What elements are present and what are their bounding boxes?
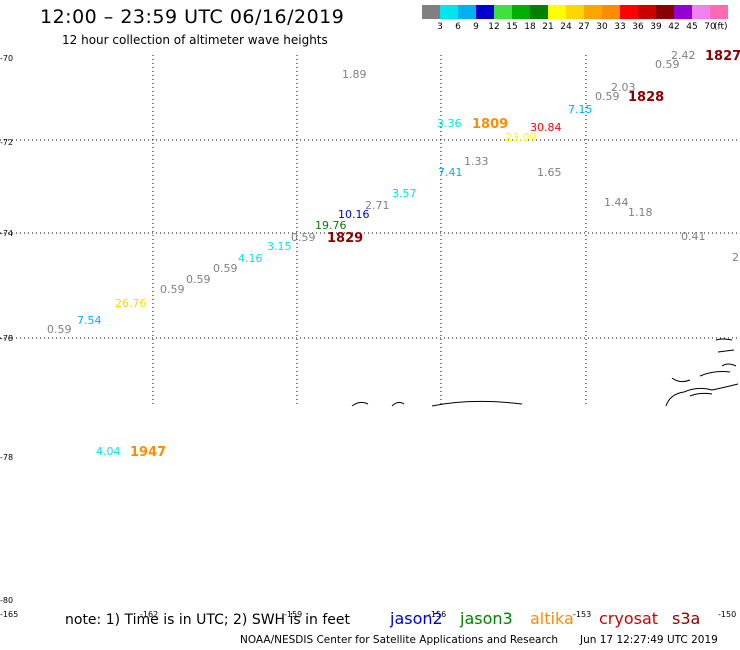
wave-height-label: 1.33 xyxy=(464,155,489,168)
wave-height-label: 19.76 xyxy=(315,219,347,232)
time-label: 1828 xyxy=(628,90,664,105)
satellite-s3a: s3a xyxy=(672,609,701,628)
legend-swatch xyxy=(440,5,458,19)
wave-height-label: 2 xyxy=(732,251,739,264)
credit-line: NOAA/NESDIS Center for Satellite Applica… xyxy=(240,634,558,646)
legend-label: 36 xyxy=(632,22,644,32)
time-label: 1829 xyxy=(327,231,363,246)
wave-height-label: 0.59 xyxy=(186,273,211,286)
wave-height-label: 4.04 xyxy=(96,445,121,458)
legend-swatch xyxy=(530,5,548,19)
lon-label: -159 xyxy=(284,610,302,619)
lat-label: -74 xyxy=(0,229,13,238)
time-label: 1947 xyxy=(130,445,166,460)
wave-height-label: 0.41 xyxy=(681,230,706,243)
legend-swatch xyxy=(584,5,602,19)
legend-label: 9 xyxy=(473,22,479,32)
legend-label: 18 xyxy=(524,22,536,32)
lon-label: -153 xyxy=(573,610,591,619)
time-label: 1809 xyxy=(472,117,508,132)
wave-height-label: 2.42 xyxy=(671,49,696,62)
wave-height-label: 4.16 xyxy=(238,252,263,265)
legend-swatch xyxy=(566,5,584,19)
lon-label: -165 xyxy=(0,610,18,619)
lat-label: -78 xyxy=(0,453,13,462)
lat-label: -78 xyxy=(0,334,13,343)
legend-label: 45 xyxy=(686,22,698,32)
lon-label: -162 xyxy=(140,610,158,619)
graticule xyxy=(0,55,740,405)
legend-label: 24 xyxy=(560,22,572,32)
wave-height-label: 3.57 xyxy=(392,187,417,200)
wave-height-label: 1.18 xyxy=(628,206,653,219)
legend-swatch xyxy=(476,5,494,19)
legend-swatch xyxy=(692,5,710,19)
legend-swatch xyxy=(638,5,656,19)
lat-label: -70 xyxy=(0,54,13,63)
footer-note: note: 1) Time is in UTC; 2) SWH is in fe… xyxy=(65,612,351,628)
satellite-jason2: jason2 xyxy=(390,609,443,628)
generated-timestamp: Jun 17 12:27:49 UTC 2019 xyxy=(580,634,718,646)
legend-swatch xyxy=(458,5,476,19)
wave-height-label: 26.76 xyxy=(115,297,147,310)
legend-swatch xyxy=(620,5,638,19)
wave-height-label: 1.65 xyxy=(537,166,562,179)
legend-label: 21 xyxy=(542,22,554,32)
legend-label: 6 xyxy=(455,22,461,32)
wave-height-label: 2.03 xyxy=(611,81,636,94)
wave-height-label: 0.59 xyxy=(160,283,185,296)
wave-height-label: 0.59 xyxy=(47,323,72,336)
satellite-altika: altika xyxy=(530,609,574,628)
wave-height-labels: 1.892.420.592.030.597.153.36 30.8423.091.… xyxy=(47,49,740,460)
legend-swatch xyxy=(602,5,620,19)
page-title: 12:00 – 23:59 UTC 06/16/2019 xyxy=(40,6,345,28)
wave-height-label: 1.89 xyxy=(342,68,367,81)
wave-height-label: 23.09 xyxy=(505,131,537,144)
legend-label: 30 xyxy=(596,22,608,32)
axis-labels: -70 -72 -74 -78 -78 -80 -165 -162 -159 -156 -153 -1… xyxy=(0,54,736,619)
legend-label: 39 xyxy=(650,22,662,32)
legend-swatch xyxy=(656,5,674,19)
lat-label: -72 xyxy=(0,138,13,147)
legend-label: 27 xyxy=(578,22,590,32)
wave-height-label: 7.41 xyxy=(438,166,463,179)
satellite-jason3: jason3 xyxy=(460,609,513,628)
wave-height-label: 0.59 xyxy=(595,90,620,103)
lon-label: -150 xyxy=(718,610,736,619)
lat-label: -80 xyxy=(0,596,13,605)
wave-height-label: 7.54 xyxy=(77,314,102,327)
legend-swatch xyxy=(494,5,512,19)
lon-label: -156 xyxy=(428,610,446,619)
coastline-segment xyxy=(665,338,739,407)
wave-height-label: 0.59 xyxy=(655,58,680,71)
legend-label: 12 xyxy=(488,22,500,32)
satellite-cryosat: cryosat xyxy=(599,609,659,628)
wave-height-label: 0.59 xyxy=(291,231,316,244)
wave-height-label: 10.16 xyxy=(338,208,370,221)
wave-height-label: 3.36 xyxy=(437,117,462,130)
wave-height-label: 2.71 xyxy=(365,199,390,212)
legend-label: 3 xyxy=(437,22,443,32)
coastline xyxy=(351,338,739,407)
legend-label: 15 xyxy=(506,22,518,32)
coastline-segment xyxy=(351,400,523,407)
legend-label: 70 xyxy=(704,22,716,32)
page-subtitle: 12 hour collection of altimeter wave hei… xyxy=(62,33,328,47)
legend-swatch xyxy=(674,5,692,19)
legend-swatch xyxy=(548,5,566,19)
legend-unit: (ft) xyxy=(714,22,728,32)
time-label: 1827 xyxy=(705,49,740,64)
legend-label: 33 xyxy=(614,22,626,32)
wave-height-label: 3.15 xyxy=(267,240,292,253)
wave-height-label: 30.84 xyxy=(530,121,562,134)
legend-label: 42 xyxy=(668,22,680,32)
legend-swatch xyxy=(710,5,728,19)
wave-height-label: 0.59 xyxy=(213,262,238,275)
legend-swatch xyxy=(512,5,530,19)
wave-height-label: 1.44 xyxy=(604,196,629,209)
wave-height-label: 7.15 xyxy=(568,103,593,116)
legend-swatch xyxy=(422,5,440,19)
